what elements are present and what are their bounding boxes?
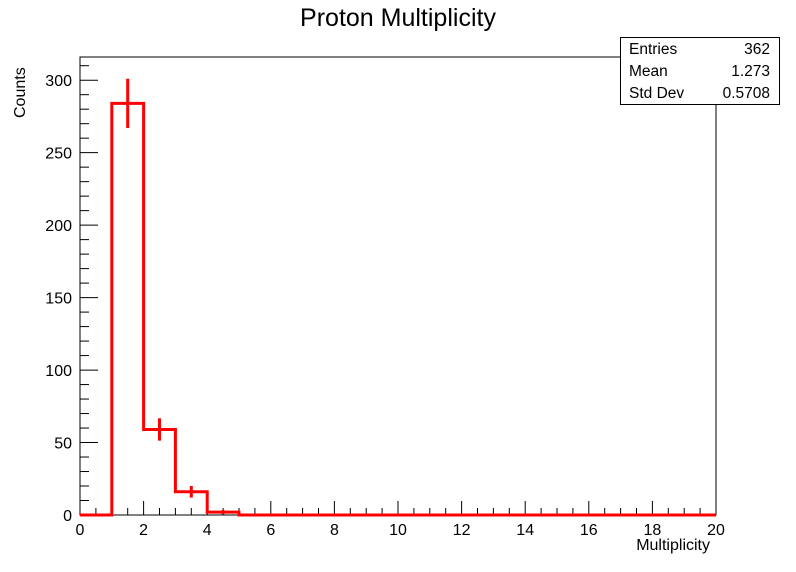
x-tick-label: 8 (330, 522, 339, 539)
y-tick-label: 0 (63, 508, 72, 525)
stats-stddev-label: Std Dev (629, 85, 685, 102)
y-tick-label: 200 (45, 218, 72, 235)
y-tick-label: 50 (54, 436, 72, 453)
x-tick-label: 18 (644, 522, 662, 539)
x-tick-label: 20 (707, 522, 725, 539)
x-tick-label: 14 (516, 522, 534, 539)
x-tick-label: 4 (203, 522, 212, 539)
stats-mean-label: Mean (629, 63, 668, 80)
x-tick-label: 16 (580, 522, 598, 539)
x-axis-label: Multiplicity (636, 537, 710, 554)
y-tick-label: 300 (45, 73, 72, 90)
x-tick-label: 2 (139, 522, 148, 539)
x-tick-label: 12 (453, 522, 471, 539)
stats-box: Entries 362 Mean 1.273 Std Dev 0.5708 (620, 37, 780, 105)
stats-row-stddev: Std Dev 0.5708 (621, 82, 779, 104)
chart-title: Proton Multiplicity (300, 4, 496, 32)
stats-row-mean: Mean 1.273 (621, 60, 779, 82)
x-tick-label: 10 (389, 522, 407, 539)
stats-entries-label: Entries (629, 41, 678, 58)
stats-entries-value: 362 (744, 41, 770, 58)
y-tick-label: 100 (45, 363, 72, 380)
x-tick-label: 0 (76, 522, 85, 539)
stats-row-entries: Entries 362 (621, 38, 779, 60)
stats-mean-value: 1.273 (731, 63, 770, 80)
histogram-outline (80, 101, 716, 517)
y-tick-label: 250 (45, 146, 72, 163)
x-tick-label: 6 (266, 522, 275, 539)
y-tick-label: 150 (45, 291, 72, 308)
stats-stddev-value: 0.5708 (722, 85, 770, 102)
